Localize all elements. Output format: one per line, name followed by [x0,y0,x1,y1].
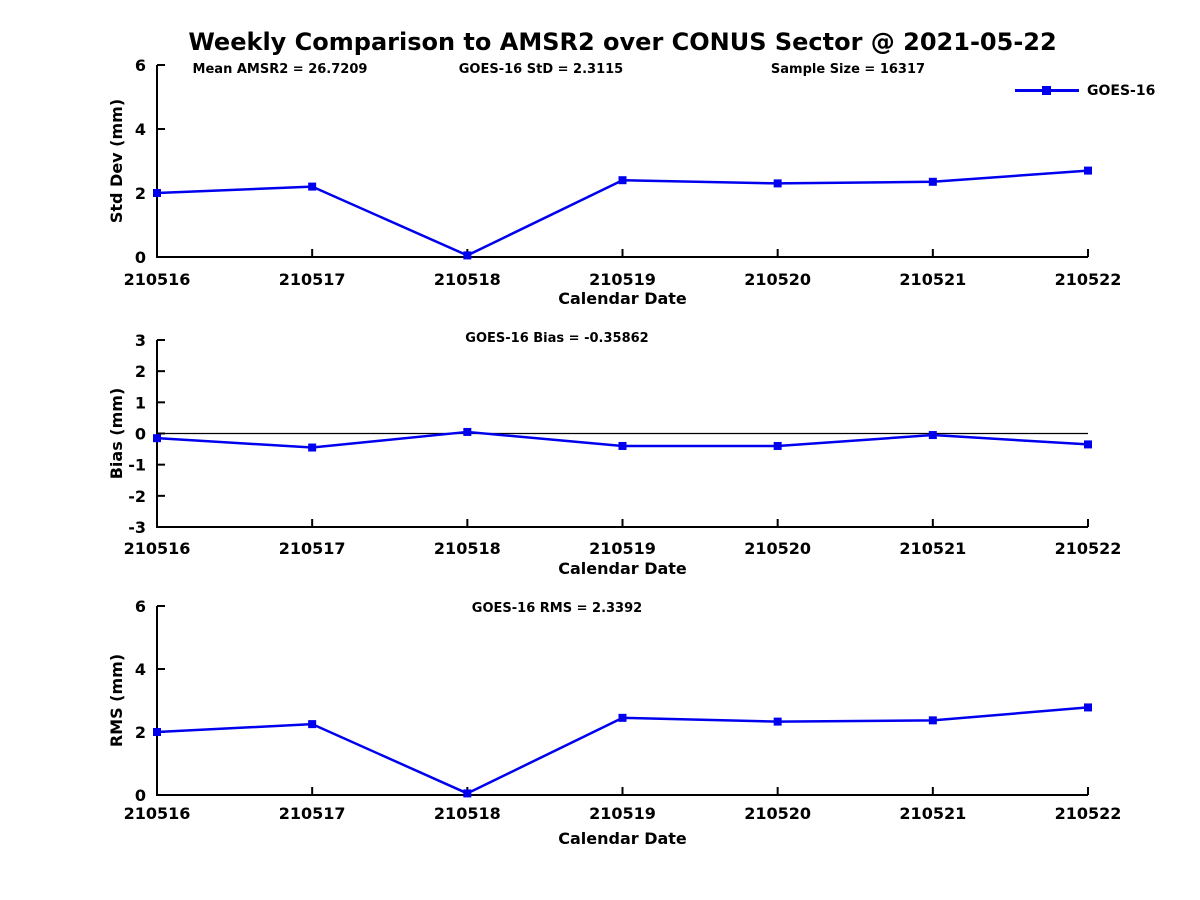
annotation: GOES-16 RMS = 2.3392 [472,601,642,616]
data-point-marker [618,176,627,185]
y-axis-label: Bias (mm) [107,388,126,480]
data-point-marker [153,434,161,443]
data-point-marker [928,177,937,186]
data-point-marker [618,713,627,722]
x-tick-label: 210517 [279,539,346,558]
data-point-marker [308,720,317,729]
y-axis-label: Std Dev (mm) [107,99,126,223]
x-axis-label: Calendar Date [558,829,687,848]
x-tick-label: 210520 [744,270,811,289]
x-tick-label: 210519 [589,539,656,558]
legend-line-sample [1015,86,1079,95]
y-tick-label: 4 [135,120,146,139]
x-tick-label: 210522 [1055,539,1122,558]
data-point-marker [463,427,472,436]
x-tick-label: 210521 [899,270,966,289]
legend: GOES-16 [1015,82,1155,99]
chart-bias: -3 -2 -1 0 1 2 3 210516 210517 210518 210519 210520… [107,331,1121,578]
x-tick-label: 210520 [744,804,811,823]
y-tick-label: 6 [135,56,146,75]
y-tick-label: 3 [135,331,146,350]
y-tick-label: -2 [128,487,146,506]
data-point-marker [773,441,782,450]
x-axis-label: Calendar Date [558,289,687,308]
data-point-marker [773,717,782,726]
chart-rms: 0 2 4 6 210516 210517 210518 210519 210520 210521… [107,597,1121,848]
data-point-marker [773,179,782,188]
y-tick-label: 2 [135,723,146,742]
data-point-marker [463,789,472,798]
data-point-marker [308,182,317,191]
axes [156,606,1088,796]
x-tick-label: 210522 [1055,804,1122,823]
x-tick-label: 210519 [589,270,656,289]
data-point-marker [618,441,627,450]
y-tick-label: -3 [128,518,146,537]
data-point-marker [153,728,161,736]
x-tick-label: 210516 [124,539,191,558]
axes [156,65,1088,258]
y-tick-label: 0 [135,786,146,805]
figure-title: Weekly Comparison to AMSR2 over CONUS Se… [188,28,1057,56]
x-tick-label: 210517 [279,270,346,289]
data-point-marker [308,443,317,452]
data-point-marker [1084,166,1092,175]
x-tick-label: 210521 [899,804,966,823]
x-tick-label: 210517 [279,804,346,823]
y-tick-label: 2 [135,184,146,203]
x-axis-label: Calendar Date [558,559,687,578]
x-tick-label: 210516 [124,270,191,289]
x-tick-label: 210519 [589,804,656,823]
y-axis-label: RMS (mm) [107,654,126,747]
data-point-marker [1084,440,1092,449]
data-point-marker [153,189,161,197]
legend-label: GOES-16 [1087,82,1156,99]
data-point-marker [928,431,937,440]
data-point-marker [1084,703,1092,712]
annotation: GOES-16 Bias = -0.35862 [465,331,648,346]
annotation: Mean AMSR2 = 26.7209 [193,62,368,77]
x-tick-label: 210522 [1055,270,1122,289]
annotation: GOES-16 StD = 2.3115 [459,62,623,77]
annotation: Sample Size = 16317 [771,62,925,77]
y-tick-label: -1 [128,456,146,475]
x-tick-label: 210520 [744,539,811,558]
y-tick-label: 1 [135,393,146,412]
x-tick-label: 210518 [434,539,501,558]
data-point-marker [463,251,472,260]
data-point-marker [928,716,937,725]
x-tick-label: 210518 [434,804,501,823]
y-tick-label: 4 [135,660,146,679]
y-tick-label: 0 [135,425,146,444]
y-tick-label: 2 [135,362,146,381]
chart-stddev: 0 2 4 6 210516 210517 210518 210519 210520 210521… [107,56,1121,308]
x-tick-label: 210518 [434,270,501,289]
y-tick-label: 0 [135,248,146,267]
y-tick-label: 6 [135,597,146,616]
legend-marker-icon [1042,86,1051,95]
x-tick-label: 210516 [124,804,191,823]
x-tick-label: 210521 [899,539,966,558]
